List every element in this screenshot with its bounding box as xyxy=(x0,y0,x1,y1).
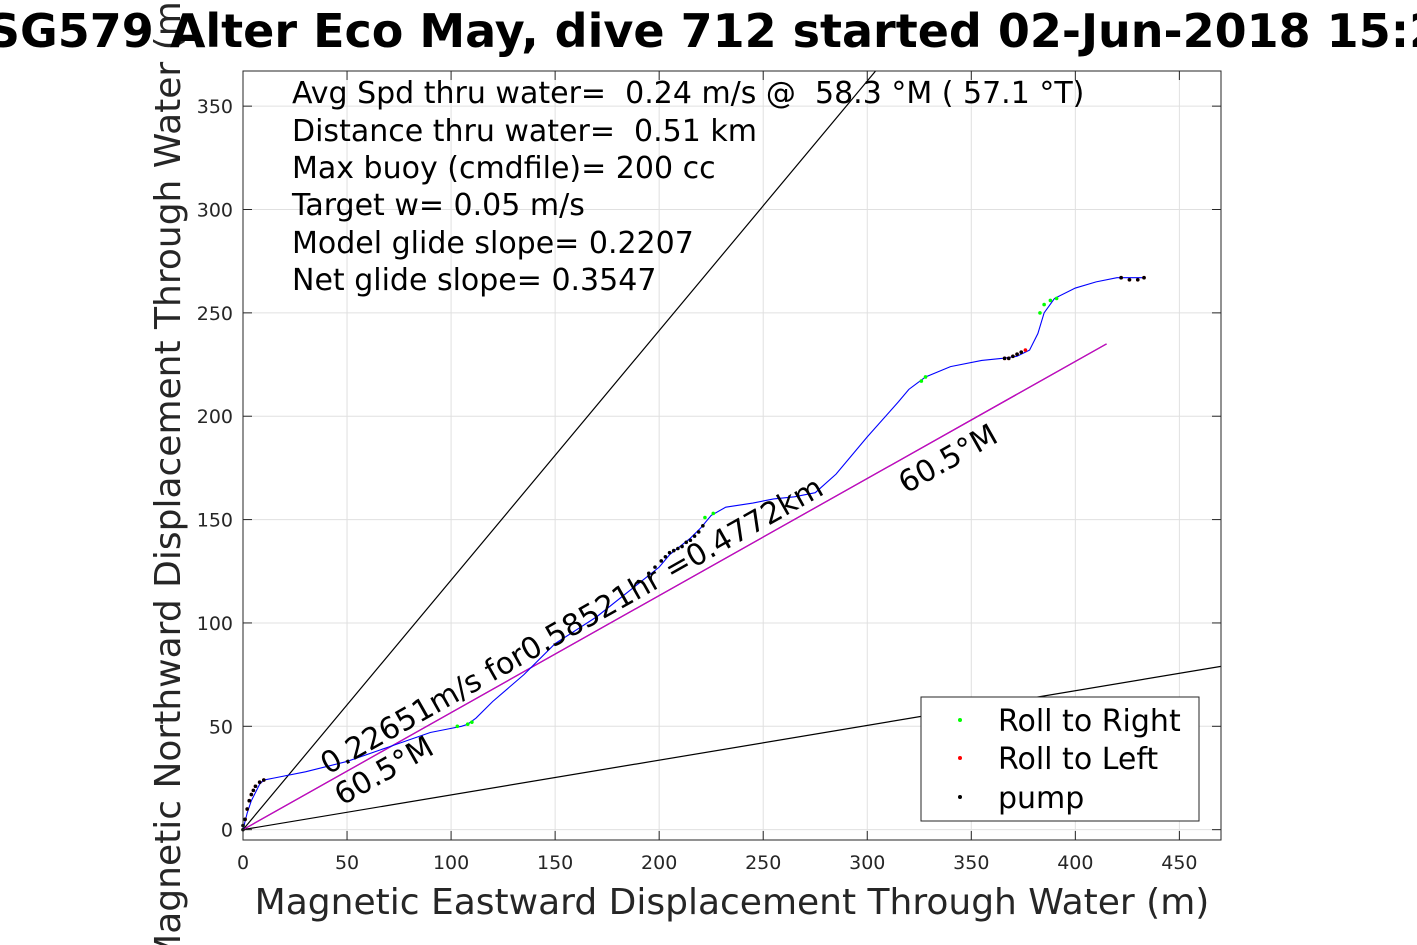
y-tick-label: 250 xyxy=(197,303,233,325)
marker-pump xyxy=(249,792,254,797)
marker-pump xyxy=(701,523,705,528)
x-tick-label: 400 xyxy=(1057,852,1093,874)
legend-label-roll-right: Roll to Right xyxy=(998,704,1181,739)
marker-pump xyxy=(646,571,651,576)
marker-roll-to-right xyxy=(1042,302,1046,307)
marker-pump xyxy=(667,550,672,555)
marker-roll-to-right xyxy=(919,379,924,383)
marker-pump xyxy=(1119,275,1123,280)
track-line xyxy=(242,277,1145,830)
y-tick-label: 300 xyxy=(197,200,233,222)
axis-ticks: 0 50 100 150 200 250 300 350 400 450 0 50 100 150 200 2… xyxy=(197,71,1221,874)
marker-roll-to-right xyxy=(923,375,928,379)
y-tick-label: 50 xyxy=(209,716,233,738)
marker-roll-to-right xyxy=(455,724,460,729)
marker-pump xyxy=(1006,356,1011,361)
y-tick-label: 350 xyxy=(197,96,233,118)
stat-model-glide-slope: Model glide slope= 0.2207 xyxy=(292,226,694,261)
legend-box xyxy=(920,696,1200,822)
marker-roll-to-right xyxy=(470,720,474,724)
x-tick-label: 300 xyxy=(849,852,885,874)
legend: Roll to Right Roll to Left pump xyxy=(920,696,1200,822)
glider-track xyxy=(242,277,1145,830)
marker-pump xyxy=(1002,356,1007,361)
marker-pump xyxy=(659,559,664,563)
x-tick-label: 50 xyxy=(335,852,359,874)
data-markers xyxy=(241,275,1146,832)
marker-pump xyxy=(247,798,252,803)
reference-line-heading-60.5-magenta xyxy=(243,343,1107,831)
marker-pump xyxy=(245,807,249,811)
reference-line-steep-bound xyxy=(243,71,877,831)
marker-pump xyxy=(663,554,668,559)
y-axis-label: Magnetic Northward Displacement Through … xyxy=(148,0,189,945)
marker-pump xyxy=(692,534,697,538)
marker-roll-to-right xyxy=(711,511,716,516)
marker-pump xyxy=(262,778,266,782)
stat-max-buoy: Max buoy (cmdfile)= 200 cc xyxy=(292,151,716,186)
marker-roll-to-right xyxy=(1038,311,1042,315)
x-tick-label: 0 xyxy=(237,852,249,874)
legend-label-roll-left: Roll to Left xyxy=(998,742,1158,777)
x-tick-label: 150 xyxy=(537,852,573,874)
marker-roll-to-left xyxy=(1023,348,1028,352)
x-tick-label: 450 xyxy=(1161,852,1197,874)
chart-title: SG579 Alter Eco May, dive 712 started 02… xyxy=(0,4,1417,58)
legend-marker-roll-left xyxy=(958,756,962,760)
y-tick-label: 100 xyxy=(197,613,233,635)
marker-pump xyxy=(636,579,641,584)
x-tick-label: 350 xyxy=(953,852,989,874)
marker-pump xyxy=(243,817,247,822)
marker-pump xyxy=(688,538,693,543)
marker-pump xyxy=(1142,275,1146,280)
x-tick-label: 100 xyxy=(433,852,469,874)
y-tick-label: 200 xyxy=(197,406,233,428)
reference-lines xyxy=(243,71,1221,831)
marker-pump xyxy=(253,784,258,789)
marker-pump xyxy=(671,548,676,553)
marker-pump xyxy=(1019,350,1024,354)
reference-line-shallow-bound xyxy=(243,665,1221,831)
legend-marker-pump xyxy=(958,795,962,799)
x-axis-label: Magnetic Eastward Displacement Through W… xyxy=(255,882,1210,923)
marker-pump xyxy=(1135,277,1140,282)
y-tick-label: 0 xyxy=(221,820,233,842)
legend-marker-roll-right xyxy=(958,718,962,722)
marker-roll-to-right xyxy=(1048,298,1053,303)
marker-pump xyxy=(680,544,684,549)
marker-pump xyxy=(653,565,657,569)
legend-label-pump: pump xyxy=(998,781,1084,816)
x-tick-label: 250 xyxy=(745,852,781,874)
marker-pump xyxy=(1011,354,1015,359)
marker-pump xyxy=(684,540,689,545)
stat-target-w: Target w= 0.05 m/s xyxy=(291,188,585,223)
plot-frame xyxy=(242,70,1222,841)
marker-pump xyxy=(696,530,701,534)
marker-pump xyxy=(1015,352,1019,357)
marker-pump xyxy=(1127,277,1132,282)
stats-block: Avg Spd thru water= 0.24 m/s @ 58.3 °M (… xyxy=(291,76,1084,298)
y-tick-label: 150 xyxy=(197,510,233,532)
marker-pump xyxy=(251,788,256,793)
marker-roll-to-right xyxy=(1054,296,1059,301)
stat-distance: Distance thru water= 0.51 km xyxy=(292,114,757,149)
marker-pump xyxy=(676,546,680,551)
stat-avg-speed: Avg Spd thru water= 0.24 m/s @ 58.3 °M (… xyxy=(292,76,1084,111)
marker-roll-to-right xyxy=(703,515,707,520)
marker-pump xyxy=(257,780,262,784)
marker-roll-to-right xyxy=(465,722,470,727)
x-tick-label: 200 xyxy=(641,852,677,874)
stat-net-glide-slope: Net glide slope= 0.3547 xyxy=(292,263,656,298)
